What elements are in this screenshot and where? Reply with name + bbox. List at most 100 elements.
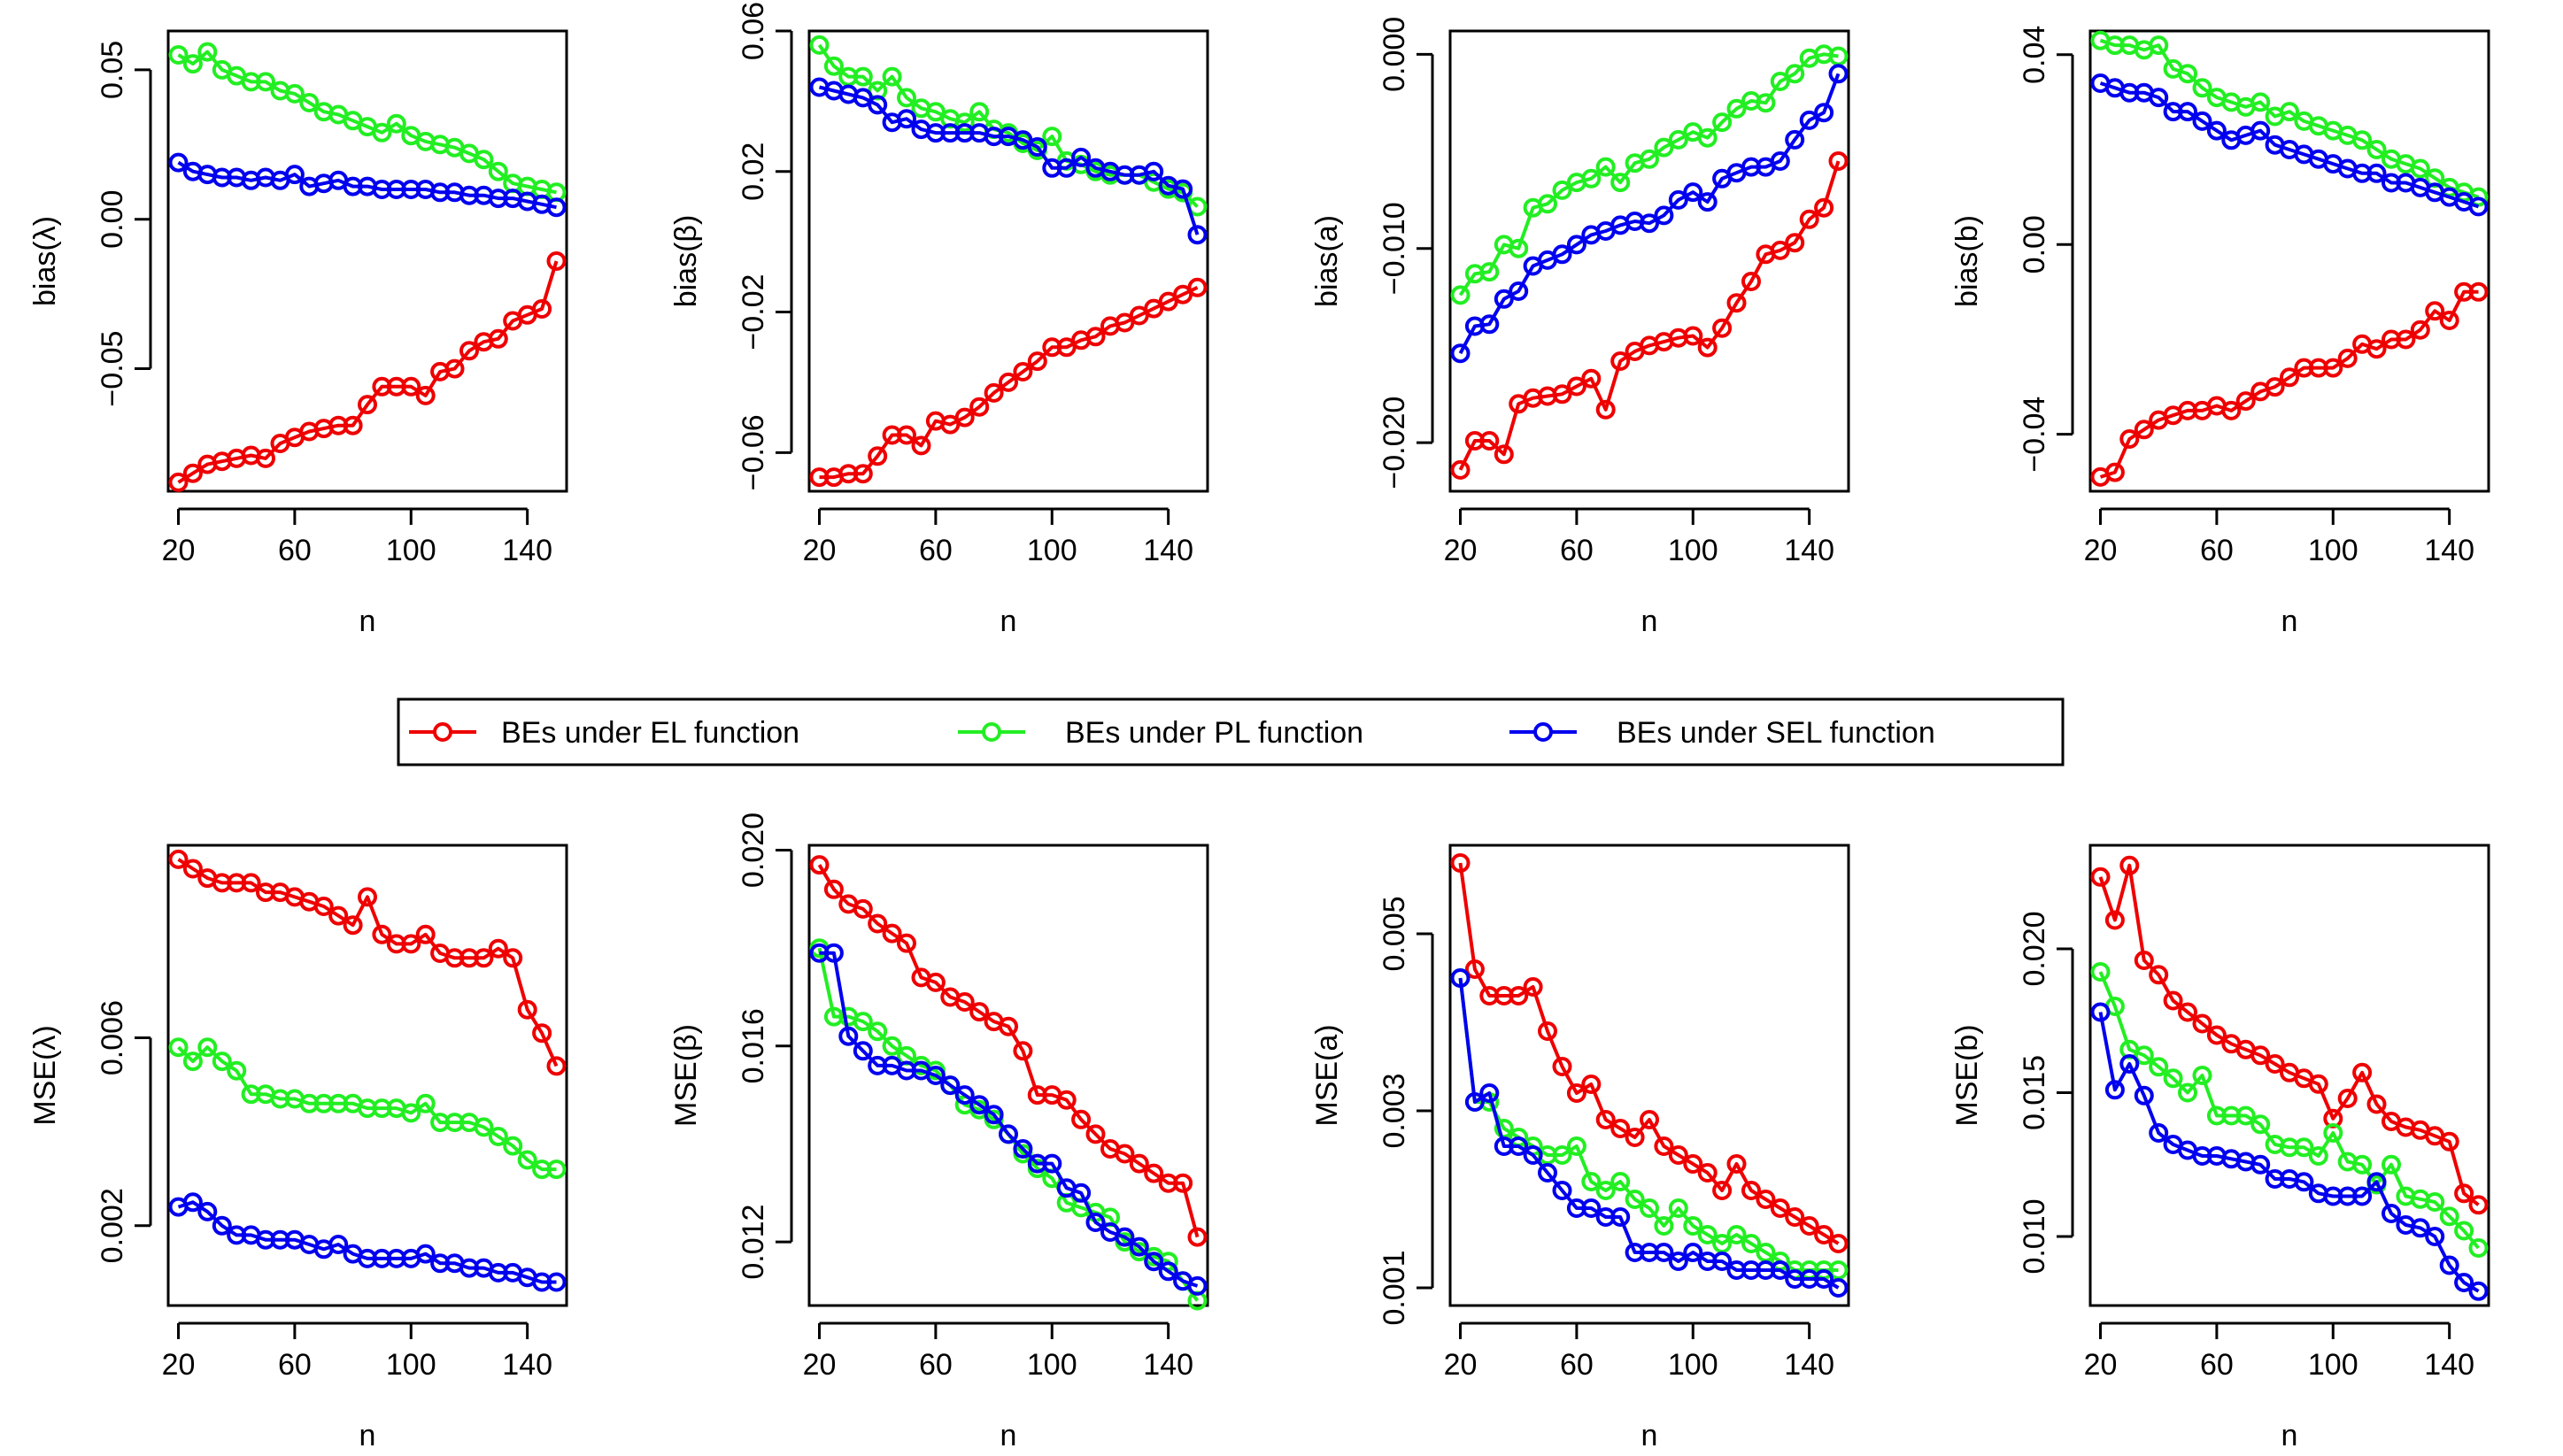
data-point-pl-mse-a <box>1697 1225 1718 1244</box>
data-point-pl-mse-a <box>1726 1225 1747 1244</box>
data-point-el-mse-beta <box>882 923 902 944</box>
data-point-pl-bias-b <box>2410 158 2430 179</box>
data-point-sel-bias-a <box>1814 103 1834 123</box>
data-point-el-mse-a <box>1450 853 1471 873</box>
data-point-sel-mse-beta <box>984 1105 1004 1125</box>
data-point-pl-mse-lambda <box>474 1117 494 1137</box>
data-point-sel-bias-a <box>1654 205 1674 226</box>
data-point-pl-mse-beta <box>868 1021 888 1042</box>
data-point-el-mse-a <box>1828 1234 1849 1253</box>
data-point-el-mse-beta <box>1071 1109 1092 1129</box>
data-point-el-mse-lambda <box>358 887 377 907</box>
data-point-sel-bias-a <box>1509 281 1529 301</box>
x-tick-label-mse-b: 20 <box>2084 1348 2118 1382</box>
y-tick-label-mse-beta: 0.012 <box>737 1205 770 1280</box>
data-point-el-mse-a <box>1814 1225 1834 1244</box>
data-point-pl-bias-a <box>1785 64 1805 84</box>
data-point-el-mse-b <box>2250 1045 2271 1066</box>
data-point-pl-bias-b <box>2192 78 2212 98</box>
x-axis-title-bias-lambda: n <box>359 605 376 638</box>
y-tick-label-bias-beta: 0.02 <box>737 143 770 201</box>
data-point-el-mse-a <box>1509 986 1529 1005</box>
data-point-pl-mse-b <box>2178 1082 2197 1103</box>
series-sel-mse-beta <box>809 943 1208 1296</box>
data-point-pl-bias-a <box>1581 168 1602 189</box>
data-point-el-bias-a <box>1566 376 1586 397</box>
data-point-el-mse-beta <box>925 972 946 992</box>
data-point-pl-mse-b <box>2439 1206 2459 1227</box>
data-point-el-bias-b <box>2396 329 2416 350</box>
data-point-sel-bias-b <box>2149 88 2169 108</box>
data-point-el-mse-a <box>1726 1154 1747 1174</box>
x-tick-label-bias-b: 140 <box>2424 534 2474 567</box>
data-point-sel-bias-b <box>2206 120 2227 141</box>
series-el-bias-a <box>1450 151 1849 480</box>
x-tick-label-bias-beta: 100 <box>1027 534 1077 567</box>
y-axis-title-mse-b: MSE(b) <box>1950 1024 1984 1126</box>
series-line-pl-mse-b <box>2098 971 2481 1250</box>
data-point-sel-mse-lambda <box>182 1192 203 1213</box>
data-point-el-bias-b <box>2119 429 2140 449</box>
x-tick-label-mse-lambda: 60 <box>278 1348 312 1382</box>
data-point-sel-mse-a <box>1683 1243 1703 1262</box>
data-point-pl-mse-lambda <box>168 1037 189 1058</box>
x-axis-mse-beta: 20 60 100 140 <box>803 1321 1193 1382</box>
data-point-pl-bias-lambda <box>474 150 494 170</box>
data-point-sel-mse-a <box>1523 1145 1543 1165</box>
data-point-sel-mse-beta <box>1115 1227 1135 1247</box>
data-point-el-mse-a <box>1756 1190 1776 1209</box>
data-point-sel-mse-a <box>1464 1092 1485 1112</box>
data-point-sel-bias-a <box>1640 213 1659 234</box>
data-point-pl-mse-a <box>1610 1172 1631 1191</box>
data-point-el-mse-beta <box>1115 1144 1135 1164</box>
data-point-pl-mse-b <box>2382 1154 2401 1175</box>
data-point-pl-bias-a <box>1756 93 1776 113</box>
data-point-el-bias-a <box>1581 368 1602 389</box>
x-tick-label-mse-b: 60 <box>2200 1348 2234 1382</box>
x-axis-title-mse-beta: n <box>1000 1419 1017 1452</box>
data-point-el-mse-a <box>1552 1057 1572 1076</box>
data-point-pl-bias-a <box>1712 112 1733 133</box>
data-point-pl-bias-lambda <box>299 93 320 112</box>
data-point-el-mse-lambda <box>328 905 349 926</box>
data-point-el-bias-b <box>2134 420 2154 440</box>
legend-label-el: BEs under EL function <box>501 716 799 750</box>
data-point-sel-mse-beta <box>1187 1275 1208 1296</box>
x-tick-label-mse-beta: 140 <box>1143 1348 1193 1382</box>
data-point-el-mse-a <box>1595 1110 1616 1129</box>
data-point-pl-mse-a <box>1683 1216 1703 1236</box>
x-tick-label-mse-b: 140 <box>2424 1348 2474 1382</box>
data-point-el-mse-b <box>2454 1183 2474 1204</box>
legend-label-sel: BEs under SEL function <box>1617 716 1935 750</box>
series-line-el-bias-a <box>1458 160 1841 471</box>
data-point-pl-mse-b <box>2323 1123 2343 1143</box>
x-tick-label-mse-a: 20 <box>1444 1348 1478 1382</box>
data-point-el-mse-b <box>2178 1002 2197 1022</box>
data-point-el-bias-beta <box>1013 362 1033 381</box>
data-point-el-mse-lambda <box>313 897 334 916</box>
data-point-pl-mse-b <box>2454 1221 2474 1241</box>
y-tick-label-mse-lambda: 0.006 <box>96 1000 129 1075</box>
data-point-el-mse-a <box>1640 1110 1659 1129</box>
data-point-el-mse-beta <box>853 898 873 919</box>
data-point-el-mse-a <box>1770 1198 1790 1218</box>
data-point-el-mse-beta <box>954 992 975 1012</box>
y-axis-bias-b: −0.04 0.00 0.04 <box>2018 26 2074 473</box>
data-point-el-mse-beta <box>1144 1163 1164 1183</box>
data-point-sel-mse-a <box>1479 1083 1500 1103</box>
data-point-el-mse-beta <box>1187 1227 1208 1247</box>
data-point-pl-bias-a <box>1668 129 1688 150</box>
plot-frame-bias-a <box>1448 29 1850 493</box>
x-axis-mse-lambda: 20 60 100 140 <box>162 1321 552 1382</box>
data-point-sel-mse-a <box>1654 1243 1674 1262</box>
data-point-el-bias-b <box>2366 339 2387 359</box>
x-axis-title-mse-b: n <box>2281 1419 2298 1452</box>
plot-frame-bias-b <box>2088 29 2490 493</box>
data-point-pl-bias-lambda <box>256 72 275 92</box>
data-point-el-mse-lambda <box>168 849 189 869</box>
series-sel-mse-lambda <box>168 1192 567 1292</box>
data-point-el-bias-beta <box>999 372 1018 392</box>
y-axis-title-bias-lambda: bias(λ) <box>28 216 62 306</box>
data-point-sel-mse-beta <box>999 1124 1018 1144</box>
data-point-el-bias-b <box>2235 391 2256 412</box>
